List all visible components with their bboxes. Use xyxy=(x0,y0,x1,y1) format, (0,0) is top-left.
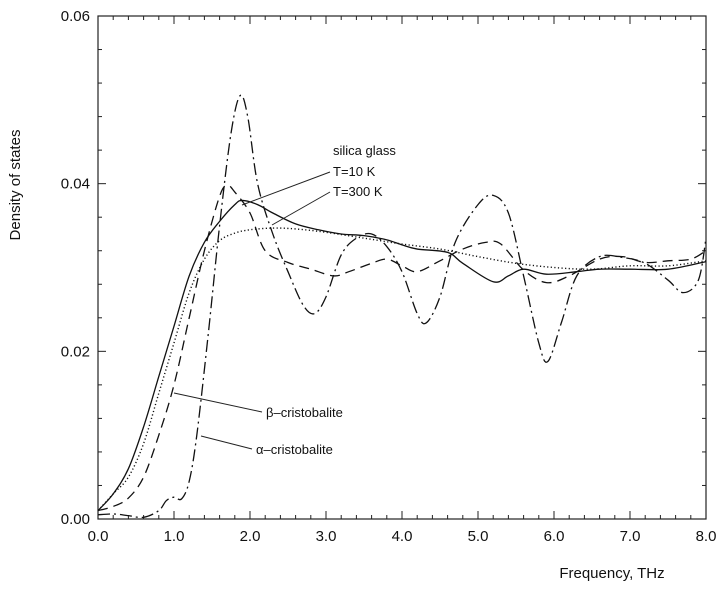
y-tick-label: 0.04 xyxy=(61,176,90,193)
x-tick-label: 1.0 xyxy=(164,528,185,545)
series-lines xyxy=(97,94,707,519)
y-axis-title: Density of states xyxy=(7,130,24,241)
leader-alpha-cristobalite xyxy=(200,435,253,450)
annotation-t300k: T=300 K xyxy=(333,184,383,199)
series-line-alpha-cristobalite xyxy=(97,94,707,519)
x-axis-title: Frequency, THz xyxy=(559,565,664,582)
series-line-t300k xyxy=(97,227,707,512)
x-tick-label: 5.0 xyxy=(468,528,489,545)
plot-frame xyxy=(97,15,707,520)
series-line-beta-cristobalite xyxy=(97,184,707,512)
leader-beta-cristobalite xyxy=(173,392,263,413)
y-tick-label: 0.00 xyxy=(61,511,90,528)
annotation-alpha-cristobalite: α–cristobalite xyxy=(256,442,333,457)
x-tick-label: 2.0 xyxy=(240,528,261,545)
annotation-t10k: T=10 K xyxy=(333,164,376,179)
leader-t300k xyxy=(271,191,331,226)
annotation-silica-glass: silica glass xyxy=(333,143,396,158)
x-tick-label: 8.0 xyxy=(696,528,717,545)
x-tick-label: 4.0 xyxy=(392,528,413,545)
tick-labels: 0.0 1.0 2.0 3.0 4.0 5.0 6.0 7.0 8.0 0.00 0.02 0.04 0… xyxy=(61,8,717,545)
series-line-t10k xyxy=(97,199,707,512)
y-tick-label: 0.02 xyxy=(61,343,90,360)
x-tick-label: 6.0 xyxy=(544,528,565,545)
x-tick-label: 0.0 xyxy=(88,528,109,545)
axis-ticks xyxy=(97,15,707,520)
x-tick-label: 3.0 xyxy=(316,528,337,545)
x-tick-label: 7.0 xyxy=(620,528,641,545)
annotation-beta-cristobalite: β–cristobalite xyxy=(266,405,343,420)
leader-t10k xyxy=(241,171,331,206)
y-tick-label: 0.06 xyxy=(61,8,90,25)
